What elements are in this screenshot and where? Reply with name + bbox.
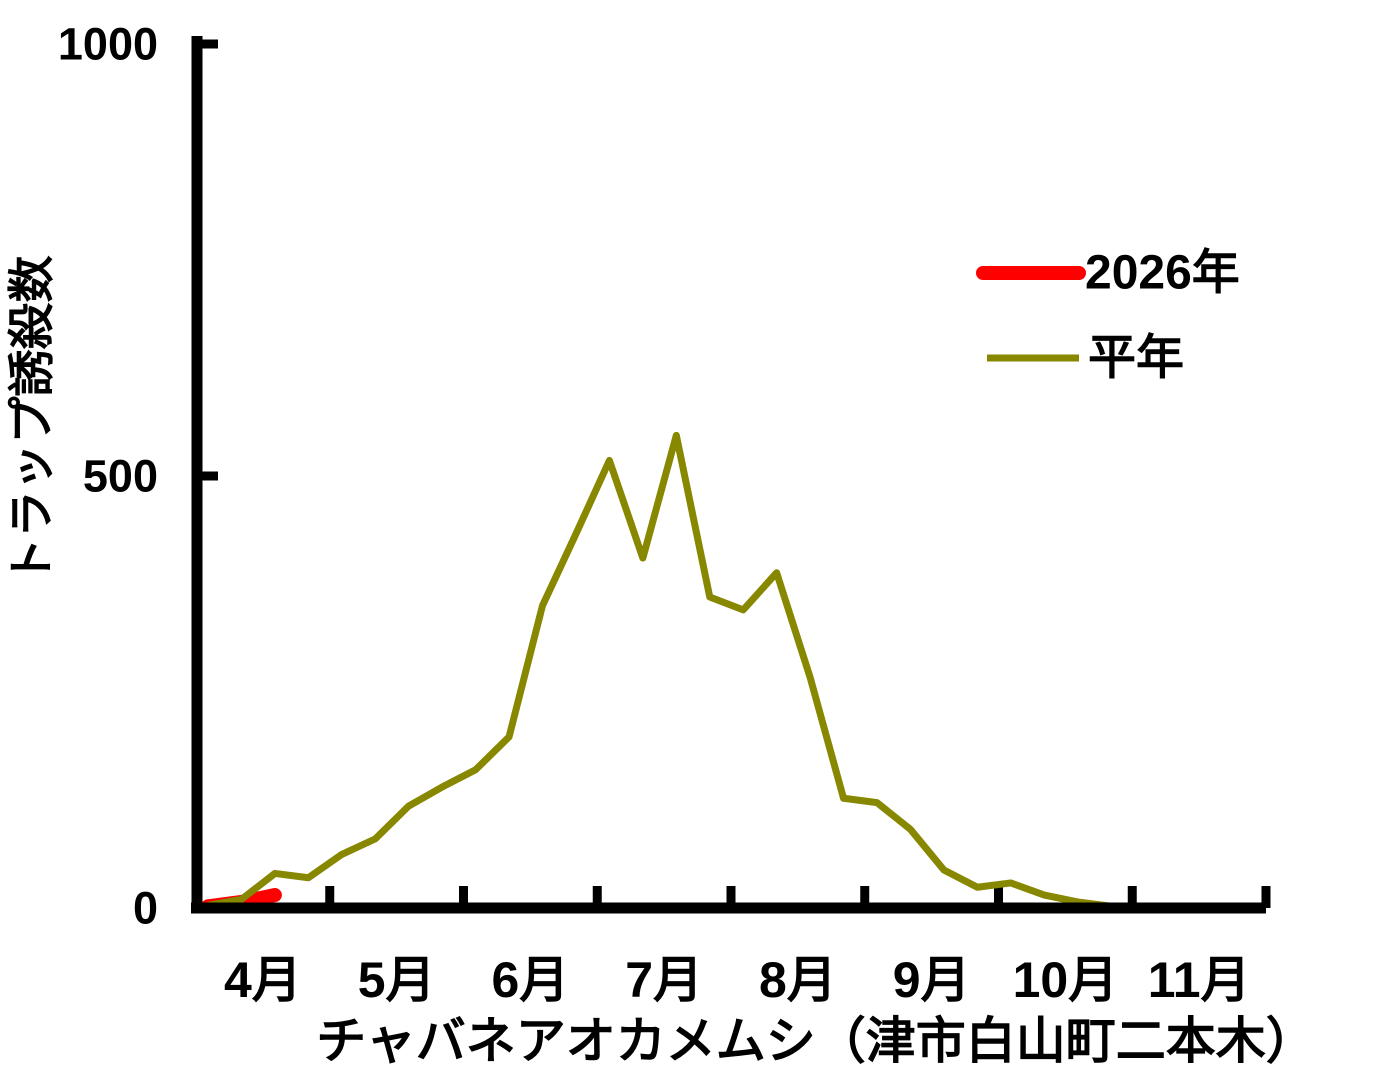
- y-axis-title: トラップ誘殺数: [5, 256, 58, 585]
- x-tick-label: 11月: [1148, 952, 1251, 1008]
- y-tick-label: 1000: [58, 19, 158, 70]
- y-tick-label: 0: [133, 883, 158, 934]
- legend-label-2026: 2026年: [1085, 247, 1240, 300]
- y-tick-labels: 0 500 1000: [58, 19, 158, 934]
- series-heinen-line: [207, 431, 1245, 911]
- legend-label-heinen: 平年: [1088, 332, 1184, 385]
- x-tick-label: 7月: [625, 952, 703, 1008]
- x-tick-label: 5月: [358, 952, 436, 1008]
- axes: [191, 36, 1266, 914]
- chart-title: チャバネアオカメムシ（津市白山町二本木）: [316, 1013, 1316, 1069]
- axis-ticks: [191, 39, 1271, 913]
- x-tick-label: 10月: [1013, 952, 1119, 1008]
- legend: 2026年 平年: [976, 247, 1240, 385]
- x-tick-label: 6月: [491, 952, 569, 1008]
- x-tick-labels: 4月 5月 6月 7月 8月 9月 10月 11月: [224, 952, 1251, 1008]
- x-tick-label: 4月: [224, 952, 302, 1008]
- y-tick-label: 500: [83, 451, 158, 502]
- data-series: [201, 431, 1245, 914]
- x-tick-label: 9月: [893, 952, 971, 1008]
- x-tick-label: 8月: [759, 952, 837, 1008]
